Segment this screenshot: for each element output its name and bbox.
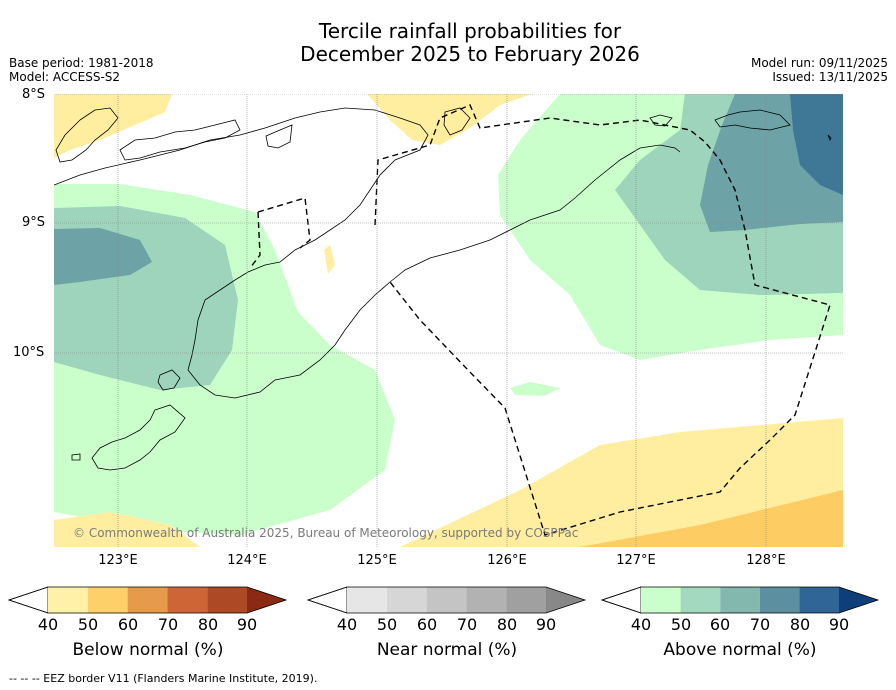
colorbars bbox=[7, 586, 880, 614]
cb1-tick-90: 90 bbox=[535, 615, 557, 634]
cb1-tick-40: 40 bbox=[336, 615, 358, 634]
cb1-tick-50: 50 bbox=[376, 615, 398, 634]
colorbar-1-left-arrow bbox=[306, 586, 348, 614]
colorbar-0-segment-0 bbox=[48, 587, 88, 613]
below-60-se bbox=[580, 490, 843, 547]
above-normal-label: Above normal (%) bbox=[663, 640, 817, 660]
colorbar-below-normal bbox=[7, 586, 288, 614]
cb1-tick-60: 60 bbox=[416, 615, 438, 634]
model-text: Model: ACCESS-S2 bbox=[9, 70, 121, 84]
cb0-tick-80: 80 bbox=[197, 615, 219, 634]
colorbar-2-segment-1 bbox=[680, 587, 721, 613]
cb0-tick-60: 60 bbox=[117, 615, 139, 634]
colorbar-above-normal bbox=[600, 586, 880, 614]
above-70-east bbox=[790, 94, 843, 195]
cb0-tick-50: 50 bbox=[77, 615, 99, 634]
eez-border bbox=[249, 104, 831, 536]
colorbar-0-segment-3 bbox=[167, 587, 208, 613]
colorbar-2-left-arrow bbox=[600, 586, 642, 614]
map-title-line2: December 2025 to February 2026 bbox=[300, 42, 640, 66]
above-40-blob bbox=[510, 382, 560, 396]
colorbar-1-segment-2 bbox=[426, 587, 467, 613]
cb2-tick-60: 60 bbox=[709, 615, 731, 634]
colorbar-1-right-arrow bbox=[546, 587, 585, 613]
model-run-text: Model run: 09/11/2025 bbox=[750, 56, 888, 70]
below-50-nw bbox=[54, 94, 172, 158]
lon-label-125e: 125°E bbox=[357, 553, 397, 568]
colorbar-2-segment-4 bbox=[799, 587, 839, 613]
cb2-tick-80: 80 bbox=[789, 615, 811, 634]
lon-label-124e: 124°E bbox=[227, 553, 267, 568]
colorbar-near-normal bbox=[306, 586, 587, 614]
base-period-text: Base period: 1981-2018 bbox=[9, 56, 154, 70]
map-title-line1: Tercile rainfall probabilities for bbox=[318, 19, 622, 43]
eez-footnote: -- -- -- EEZ border V11 (Flanders Marine… bbox=[9, 672, 318, 685]
meta-left: Base period: 1981-2018 Model: ACCESS-S2 bbox=[9, 56, 154, 84]
cb2-tick-70: 70 bbox=[749, 615, 771, 634]
lon-label-127e: 127°E bbox=[616, 553, 656, 568]
colorbar-1-segment-3 bbox=[466, 587, 507, 613]
lon-label-123e: 123°E bbox=[98, 553, 138, 568]
colorbar-2-segment-3 bbox=[759, 587, 800, 613]
colorbar-0-segment-4 bbox=[207, 587, 247, 613]
above-60-west bbox=[54, 228, 152, 285]
lon-label-128e: 128°E bbox=[746, 553, 786, 568]
below-normal-label: Below normal (%) bbox=[72, 640, 224, 660]
lat-label-8s: 8°S bbox=[22, 87, 46, 102]
colorbar-1-segment-4 bbox=[506, 587, 546, 613]
below-50-south bbox=[400, 418, 843, 547]
lat-label-9s: 9°S bbox=[22, 215, 46, 230]
cb1-tick-80: 80 bbox=[496, 615, 518, 634]
colorbar-1-outline bbox=[306, 586, 587, 614]
cb0-tick-40: 40 bbox=[37, 615, 59, 634]
colorbar-1-segment-1 bbox=[386, 587, 427, 613]
lat-label-10s: 10°S bbox=[13, 345, 45, 360]
cb1-tick-70: 70 bbox=[456, 615, 478, 634]
colorbar-2-outline bbox=[600, 586, 880, 614]
cb0-tick-90: 90 bbox=[236, 615, 258, 634]
near-normal-label: Near normal (%) bbox=[376, 640, 518, 660]
colorbar-0-segment-2 bbox=[127, 587, 168, 613]
graticule bbox=[54, 94, 843, 547]
cb0-tick-70: 70 bbox=[157, 615, 179, 634]
copyright-text: © Commonwealth of Australia 2025, Bureau… bbox=[73, 526, 579, 540]
colorbar-0-segment-1 bbox=[87, 587, 128, 613]
above-40-blob-top bbox=[655, 96, 667, 108]
lon-label-126e: 126°E bbox=[487, 553, 527, 568]
meta-right: Model run: 09/11/2025 Issued: 13/11/2025 bbox=[751, 56, 888, 84]
below-50-sw bbox=[54, 512, 200, 547]
cb2-tick-40: 40 bbox=[630, 615, 652, 634]
issued-text: Issued: 13/11/2025 bbox=[772, 70, 888, 84]
below-50-sliver bbox=[324, 245, 335, 274]
colorbar-2-right-arrow bbox=[839, 587, 878, 613]
colorbar-0-outline bbox=[7, 586, 288, 614]
map-title: Tercile rainfall probabilities for Decem… bbox=[0, 20, 896, 66]
cb2-tick-90: 90 bbox=[828, 615, 850, 634]
below-50-top bbox=[367, 94, 532, 145]
colorbar-2-segment-0 bbox=[641, 587, 681, 613]
colorbar-0-right-arrow bbox=[247, 587, 286, 613]
colorbar-0-left-arrow bbox=[7, 586, 49, 614]
colorbar-1-segment-0 bbox=[347, 587, 387, 613]
colorbar-2-segment-2 bbox=[720, 587, 760, 613]
coastlines bbox=[54, 107, 832, 471]
cb2-tick-50: 50 bbox=[670, 615, 692, 634]
